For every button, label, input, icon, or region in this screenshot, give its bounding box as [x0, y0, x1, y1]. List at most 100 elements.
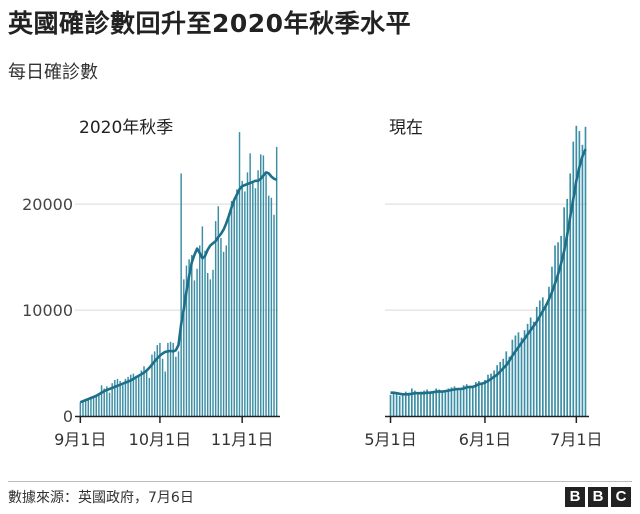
bar [254, 188, 257, 416]
bar [140, 370, 143, 416]
bar [532, 321, 535, 416]
bar [560, 235, 562, 416]
bar [545, 303, 547, 416]
charts-canvas: 2020年秋季 0 10000 20000 9月1日 10月1日 11月1日 現在 5月1日 6… [22, 118, 602, 449]
bar [98, 393, 100, 416]
bbc-logo-letter: B [565, 487, 585, 507]
bar [575, 125, 578, 416]
bbc-logo-letter: C [611, 487, 631, 507]
bar [420, 391, 422, 416]
bar [392, 392, 395, 416]
bar [204, 250, 206, 416]
footer-divider [8, 481, 632, 482]
bar [514, 335, 517, 416]
bar [241, 180, 243, 416]
bar [407, 392, 410, 416]
source-note: 數據來源：英國政府，7月6日 [8, 490, 194, 506]
bar [270, 197, 273, 416]
bar [520, 337, 523, 416]
bar [244, 191, 246, 416]
bar [119, 381, 121, 416]
bar [508, 356, 511, 416]
y-tick-label: 20000 [22, 195, 73, 214]
bar [444, 391, 447, 416]
bar [90, 397, 92, 416]
bar [511, 339, 514, 416]
panel-title: 2020年秋季 [79, 118, 173, 138]
bar [462, 385, 465, 416]
bar [456, 388, 459, 416]
bar [196, 268, 198, 416]
bar [450, 387, 453, 416]
bar [517, 332, 520, 416]
bar [526, 323, 529, 416]
bar [260, 154, 262, 416]
bar [395, 393, 398, 416]
bar [249, 153, 251, 416]
bar [578, 131, 581, 416]
bar [222, 251, 225, 416]
bar [581, 144, 584, 416]
bar [438, 389, 441, 416]
bar [465, 384, 468, 416]
bar [563, 207, 565, 416]
x-tick-label: 9月1日 [54, 430, 106, 449]
bar [137, 374, 140, 416]
bbc-logo-letter: B [588, 487, 608, 507]
bar [164, 371, 166, 416]
bar [116, 378, 119, 416]
bar [447, 388, 450, 416]
bar [188, 259, 190, 416]
bar [153, 351, 156, 416]
bar [111, 383, 113, 416]
bar [124, 378, 127, 416]
bar [267, 195, 270, 416]
panel-now: 現在 5月1日 6月1日 7月1日 [364, 118, 602, 449]
x-tick-label: 7月1日 [550, 430, 602, 449]
bar [273, 214, 275, 416]
bar [487, 374, 489, 416]
bar [82, 401, 84, 416]
bar [566, 198, 569, 416]
bar [432, 391, 435, 416]
bar [468, 386, 471, 416]
bar [417, 393, 419, 416]
bar [569, 173, 572, 416]
bar [220, 238, 222, 416]
bar [471, 387, 474, 416]
bar [401, 393, 404, 416]
bar [175, 356, 177, 416]
bar [257, 170, 259, 416]
bar [502, 358, 505, 416]
bar [127, 376, 129, 416]
bar [584, 126, 587, 417]
bar [79, 402, 82, 416]
bar [169, 341, 172, 416]
bar [529, 317, 532, 416]
bar [122, 385, 124, 416]
bar [191, 254, 193, 416]
bar [185, 265, 188, 416]
bar [389, 394, 392, 416]
panel-title: 現在 [389, 118, 423, 138]
bar [423, 390, 425, 416]
bar [262, 155, 265, 416]
bar [551, 266, 553, 416]
bar [198, 245, 201, 416]
bar [557, 242, 559, 416]
bar [481, 383, 483, 416]
bar [499, 361, 502, 416]
bar [535, 306, 538, 416]
bar [167, 342, 169, 416]
bar [114, 379, 116, 416]
average-line [79, 171, 278, 404]
bbc-logo: B B C [565, 487, 631, 507]
bar [541, 297, 544, 416]
average-line [390, 148, 587, 396]
bar [252, 181, 254, 416]
bar [130, 374, 132, 416]
bar [484, 379, 486, 416]
bar [493, 370, 495, 416]
bar [246, 172, 249, 416]
bar [478, 381, 480, 416]
